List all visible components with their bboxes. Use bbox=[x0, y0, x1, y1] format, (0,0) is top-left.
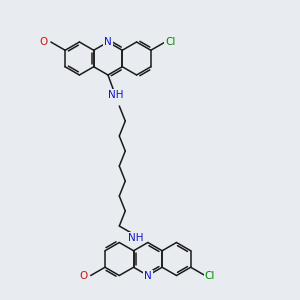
Text: Cl: Cl bbox=[205, 271, 215, 281]
Text: NH: NH bbox=[108, 89, 123, 100]
Text: O: O bbox=[80, 271, 88, 281]
Text: Cl: Cl bbox=[165, 37, 175, 47]
Text: O: O bbox=[40, 37, 48, 47]
Text: NH: NH bbox=[128, 233, 143, 243]
Text: N: N bbox=[144, 271, 152, 281]
Text: N: N bbox=[104, 37, 112, 47]
